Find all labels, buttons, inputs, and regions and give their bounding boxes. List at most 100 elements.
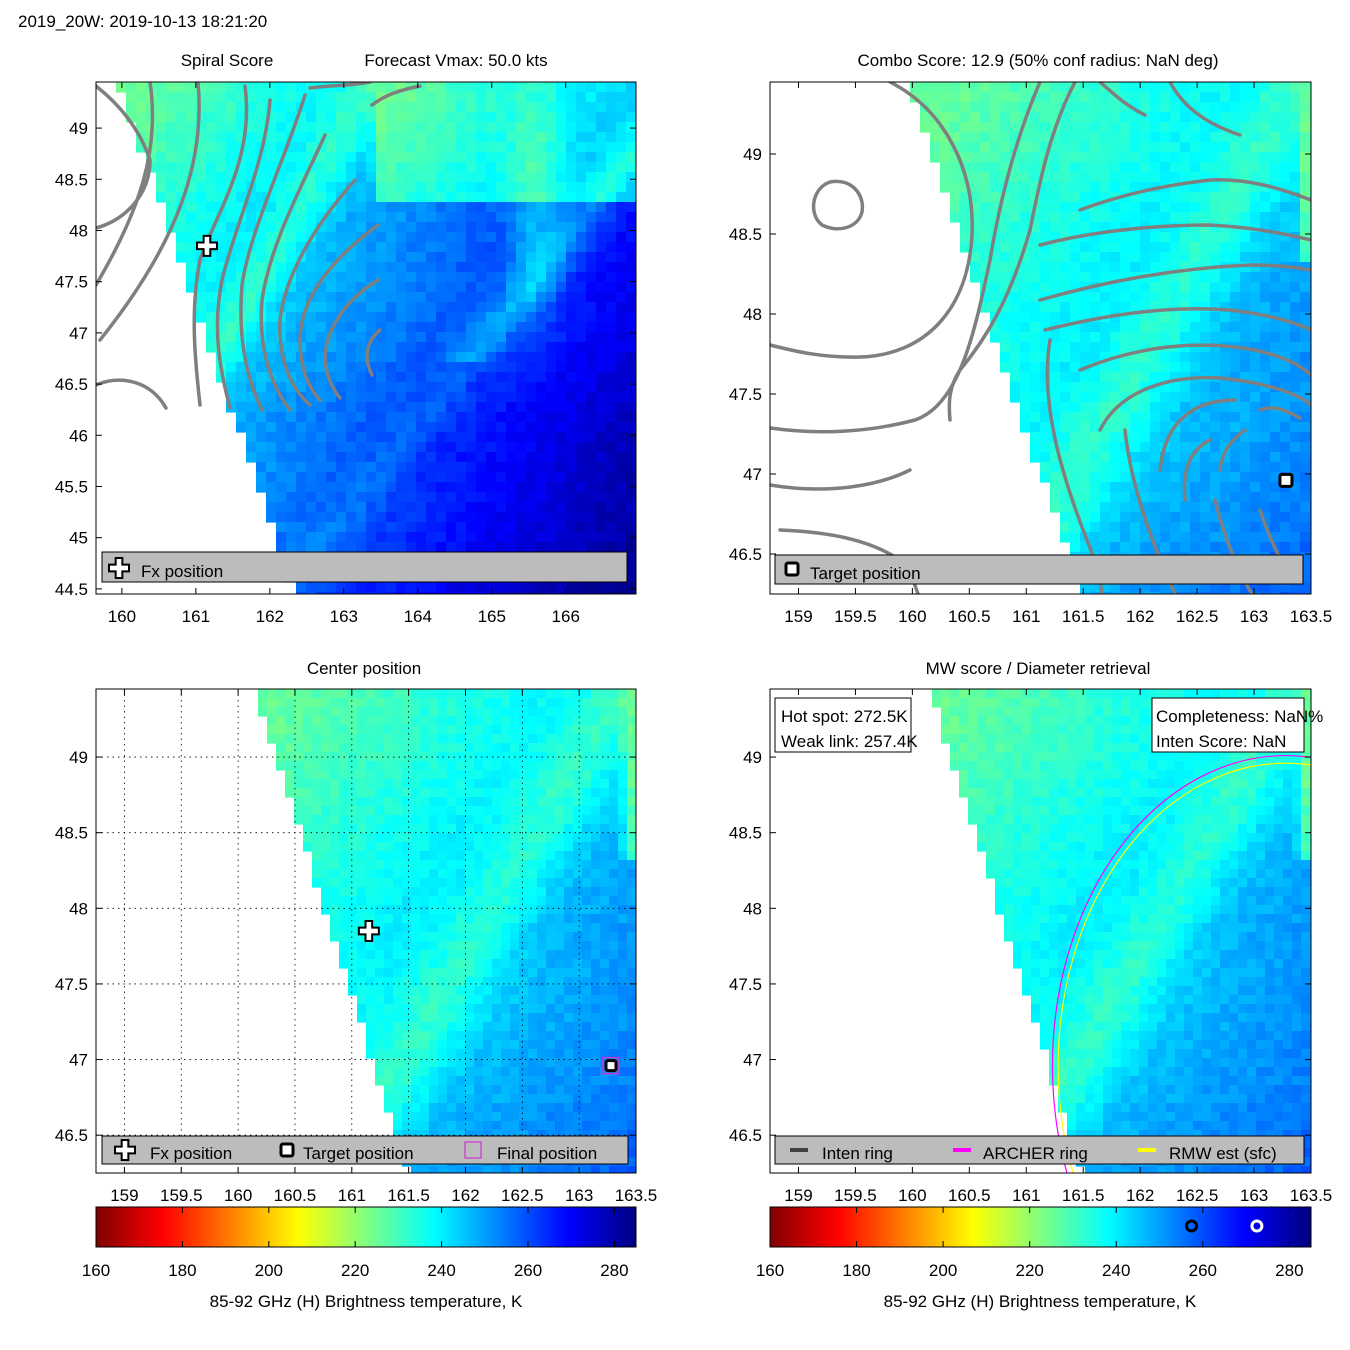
heatmap-cell — [564, 878, 574, 888]
heatmap-cell — [1220, 582, 1231, 593]
heatmap-cell — [1000, 242, 1011, 253]
heatmap-cell — [1050, 392, 1061, 403]
heatmap-cell — [346, 472, 357, 483]
heatmap-cell — [339, 698, 349, 708]
heatmap-cell — [236, 242, 247, 253]
heatmap-cell — [556, 302, 567, 313]
heatmap-cell — [555, 716, 565, 726]
heatmap-cell — [606, 132, 617, 143]
heatmap-cell — [596, 392, 607, 403]
heatmap-cell — [586, 202, 597, 213]
heatmap-cell — [606, 412, 617, 423]
heatmap-cell — [376, 212, 387, 223]
heatmap-cell — [1120, 212, 1131, 223]
heatmap-cell — [1020, 402, 1031, 413]
heatmap-cell — [1170, 102, 1181, 113]
heatmap-cell — [446, 162, 457, 173]
heatmap-cell — [426, 242, 437, 253]
contour-line — [370, 84, 422, 107]
heatmap-cell — [528, 779, 538, 789]
heatmap-cell — [1150, 422, 1161, 433]
heatmap-cell — [1000, 162, 1011, 173]
heatmap-cell — [376, 152, 387, 163]
heatmap-cell — [166, 182, 177, 193]
heatmap-cell — [339, 788, 349, 798]
heatmap-cell — [506, 272, 517, 283]
heatmap-cell — [396, 82, 407, 93]
heatmap-cell — [420, 788, 430, 798]
y-tick-label: 45 — [69, 529, 88, 548]
heatmap-cell — [506, 252, 517, 263]
heatmap-cell — [546, 262, 557, 273]
heatmap-cell — [1260, 102, 1271, 113]
heatmap-cell — [1070, 512, 1081, 523]
heatmap-cell — [330, 788, 340, 798]
heatmap-cell — [1140, 582, 1151, 593]
heatmap-cell — [492, 689, 502, 699]
heatmap-cell — [456, 779, 466, 789]
heatmap-cell — [276, 422, 287, 433]
heatmap-cell — [483, 716, 493, 726]
heatmap-cell — [176, 112, 187, 123]
heatmap-cell — [576, 162, 587, 173]
heatmap-cell — [970, 232, 981, 243]
heatmap-cell — [1190, 282, 1201, 293]
heatmap-cell — [346, 262, 357, 273]
heatmap-cell — [1240, 432, 1251, 443]
heatmap-cell — [429, 797, 439, 807]
heatmap-cell — [296, 162, 307, 173]
heatmap-cell — [609, 770, 619, 780]
heatmap-cell — [546, 779, 556, 789]
heatmap-cell — [216, 292, 227, 303]
heatmap-cell — [1060, 412, 1071, 423]
heatmap-cell — [296, 372, 307, 383]
contour-line — [96, 378, 168, 410]
heatmap-cell — [586, 122, 597, 133]
heatmap-cell — [1200, 352, 1211, 363]
heatmap-cell — [1200, 142, 1211, 153]
heatmap-cell — [483, 788, 493, 798]
heatmap-cell — [492, 797, 502, 807]
heatmap-cell — [1280, 502, 1291, 513]
heatmap-cell — [474, 725, 484, 735]
heatmap-cell — [1120, 282, 1131, 293]
heatmap-cell — [582, 779, 592, 789]
heatmap-cell — [1290, 82, 1301, 93]
heatmap-cell — [306, 512, 317, 523]
heatmap-cell — [1100, 102, 1111, 113]
heatmap-cell — [626, 582, 636, 593]
heatmap-cell — [627, 878, 636, 888]
heatmap-cell — [930, 92, 941, 103]
heatmap-cell — [556, 252, 567, 263]
heatmap-cell — [586, 112, 597, 123]
heatmap-cell — [474, 842, 484, 852]
heatmap-cell — [266, 472, 277, 483]
heatmap-cell — [1140, 92, 1151, 103]
heatmap-cell — [566, 312, 577, 323]
heatmap-cell — [326, 452, 337, 463]
heatmap-cell — [582, 887, 592, 897]
heatmap-cell — [1030, 352, 1041, 363]
heatmap-cell — [1220, 312, 1231, 323]
heatmap-cell — [312, 860, 322, 870]
heatmap-cell — [256, 182, 267, 193]
heatmap-cell — [1160, 472, 1171, 483]
heatmap-cell — [1200, 82, 1211, 93]
heatmap-cell — [564, 833, 574, 843]
heatmap-cell — [456, 202, 467, 213]
heatmap-cell — [576, 122, 587, 133]
heatmap-cell — [1130, 392, 1141, 403]
heatmap-cell — [156, 192, 167, 203]
heatmap-cell — [186, 232, 197, 243]
heatmap-cell — [506, 232, 517, 243]
heatmap-cell — [1020, 322, 1031, 333]
heatmap-cell — [303, 788, 313, 798]
heatmap-cell — [376, 322, 387, 333]
heatmap-cell — [596, 532, 607, 543]
heatmap-cell — [1250, 142, 1261, 153]
heatmap-cell — [1190, 592, 1201, 594]
heatmap-cell — [1220, 452, 1231, 463]
heatmap-cell — [336, 492, 347, 503]
heatmap-cell — [1160, 272, 1171, 283]
heatmap-cell — [970, 152, 981, 163]
